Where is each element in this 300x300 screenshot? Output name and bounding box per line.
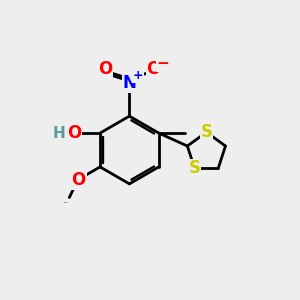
Text: H: H <box>53 126 65 141</box>
Text: N: N <box>122 74 136 92</box>
Text: S: S <box>200 123 212 141</box>
Text: −: − <box>157 56 169 71</box>
Text: O: O <box>67 124 82 142</box>
Text: methyl: methyl <box>64 202 68 203</box>
Text: O: O <box>98 60 112 78</box>
Text: +: + <box>132 69 143 82</box>
Text: O: O <box>71 171 86 189</box>
Text: S: S <box>189 159 201 177</box>
Text: O: O <box>146 60 161 78</box>
